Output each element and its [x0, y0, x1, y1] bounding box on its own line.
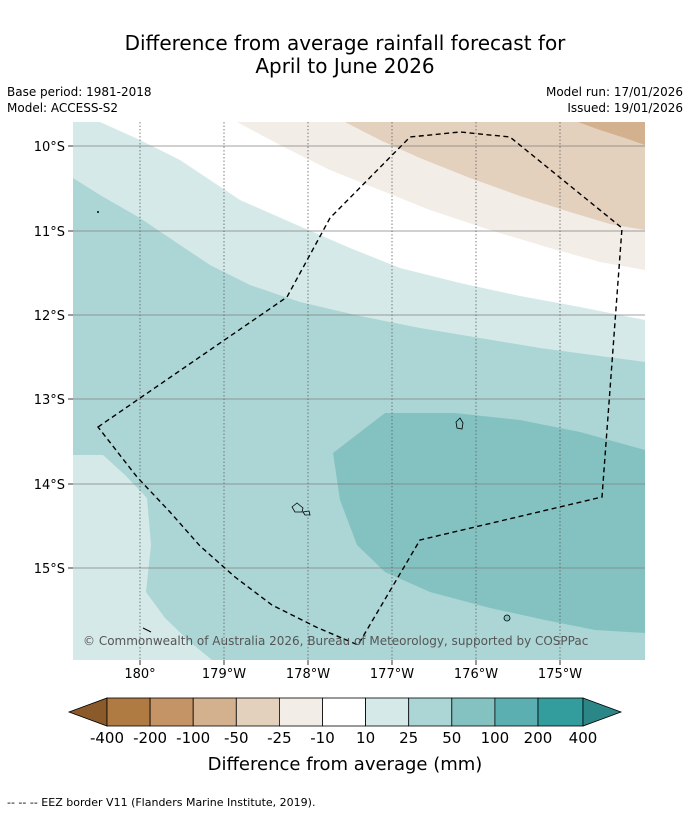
colorbar-tick: 100: [481, 729, 510, 747]
colorbar: [67, 697, 623, 727]
island-coastline: [455, 417, 464, 430]
island-coastline: [291, 502, 304, 513]
lat-label: 14°S: [34, 478, 65, 493]
colorbar-tick: 400: [569, 729, 598, 747]
lon-label: 177°W: [370, 667, 414, 682]
lat-label: 12°S: [34, 309, 65, 324]
lat-label: 11°S: [34, 225, 65, 240]
latitude-labels: 10°S 11°S 12°S 13°S 14°S 15°S: [34, 140, 65, 577]
longitude-gridlines: [139, 122, 561, 660]
lon-label: 175°W: [538, 667, 582, 682]
model-run-date: Model run: 17/01/2026: [545, 85, 683, 99]
lon-label: 176°W: [454, 667, 498, 682]
lat-label: 15°S: [34, 562, 65, 577]
colorbar-swatch: [408, 697, 453, 727]
colorbar-swatch: [235, 697, 280, 727]
copyright-notice: © Commonwealth of Australia 2026, Bureau…: [83, 634, 588, 648]
colorbar-extend-low: [67, 697, 108, 727]
latitude-gridlines: [73, 145, 645, 569]
colorbar-swatch: [494, 697, 539, 727]
rainfall-anomaly-map: [73, 122, 645, 660]
colorbar-swatch: [192, 697, 237, 727]
island-coastline: [142, 627, 152, 633]
lat-label: 13°S: [34, 393, 65, 408]
colorbar-swatch: [149, 697, 194, 727]
colorbar-swatch: [278, 697, 323, 727]
colorbar-swatch: [451, 697, 496, 727]
colorbar-tick: -25: [267, 729, 292, 747]
colorbar-tick: 200: [524, 729, 553, 747]
colorbar-tick: -100: [176, 729, 210, 747]
eez-border-note: -- -- -- EEZ border V11 (Flanders Marine…: [7, 796, 316, 809]
lon-label: 179°W: [202, 667, 246, 682]
map-title-line2: April to June 2026: [255, 54, 435, 78]
island-coastline: [503, 614, 511, 622]
lon-label: 178°W: [286, 667, 330, 682]
colorbar-tick: -50: [224, 729, 249, 747]
eez-border: [96, 131, 623, 646]
colorbar-swatch: [365, 697, 410, 727]
island-coastline: [97, 211, 99, 213]
band-10-25-southwest: [73, 455, 212, 660]
band-minus100-minus50: [578, 122, 645, 145]
lon-label: 180°: [124, 667, 155, 682]
colorbar-tick-labels: -400 -200 -100 -50 -25 -10 10 25 50 100 …: [90, 729, 597, 747]
issued-date: Issued: 19/01/2026: [567, 101, 683, 115]
base-period: Base period: 1981-2018: [7, 85, 152, 99]
colorbar-tick: -10: [310, 729, 335, 747]
colorbar-tick: 25: [399, 729, 418, 747]
colorbar-tick: 10: [356, 729, 375, 747]
axis-ticks: [68, 145, 561, 665]
colorbar-tick: -400: [90, 729, 124, 747]
colorbar-swatch: [322, 697, 366, 727]
colorbar-swatch: [537, 697, 584, 727]
map-title-line1: Difference from average rainfall forecas…: [124, 31, 566, 55]
colorbar-tick: -200: [133, 729, 167, 747]
model-name: Model: ACCESS-S2: [7, 101, 119, 115]
longitude-labels: 180° 179°W 178°W 177°W 176°W 175°W: [124, 667, 582, 682]
colorbar-title: Difference from average (mm): [208, 754, 483, 775]
lat-label: 10°S: [34, 140, 65, 155]
colorbar-extend-high: [582, 697, 623, 727]
colorbar-tick: 50: [442, 729, 461, 747]
colorbar-swatch: [106, 697, 151, 727]
band-minus50-minus25: [345, 122, 645, 230]
